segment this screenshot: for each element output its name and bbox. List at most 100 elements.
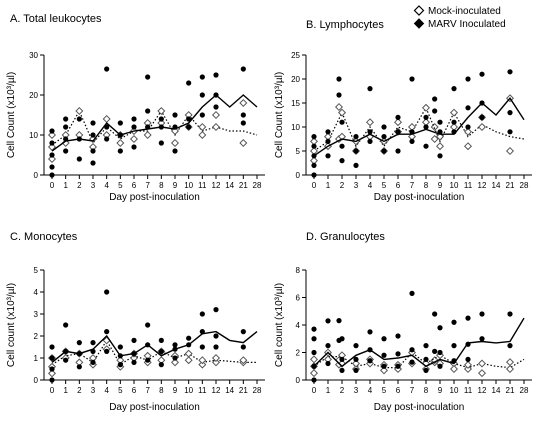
point-mock: [47, 130, 57, 140]
point-marv: [49, 172, 55, 178]
point-marv: [131, 359, 137, 365]
point-mock: [239, 356, 248, 365]
point-marv: [49, 344, 55, 350]
point-marv: [465, 76, 471, 82]
panel-title: C. Monocytes: [10, 231, 78, 243]
point-marv: [90, 132, 96, 138]
point-marv: [199, 112, 205, 118]
x-tick-label: 7: [145, 181, 150, 190]
point-marv: [311, 349, 317, 356]
point-marv: [49, 366, 55, 372]
point-marv: [172, 112, 178, 118]
point-marv: [409, 347, 415, 353]
point-marv: [240, 329, 246, 335]
point-marv: [213, 333, 219, 339]
point-mock: [351, 359, 361, 368]
point-mock: [211, 110, 221, 120]
point-marv: [199, 74, 205, 80]
x-tick-label: 0: [312, 181, 317, 190]
x-tick-label: 2: [340, 386, 345, 395]
point-marv: [353, 134, 359, 140]
x-tick-label: 8: [424, 386, 429, 395]
y-tick-label: 4: [34, 288, 39, 297]
point-marv: [213, 307, 219, 313]
point-marv: [423, 356, 429, 362]
point-marv: [63, 348, 69, 354]
x-tick-label: 4: [104, 386, 109, 395]
point-marv: [199, 344, 205, 350]
point-marv: [325, 138, 331, 144]
point-marv: [395, 129, 401, 135]
point-mock: [463, 142, 473, 151]
point-mock: [47, 154, 57, 164]
point-marv: [172, 346, 178, 352]
x-tick-label: 3: [91, 181, 96, 190]
point-mock: [463, 364, 473, 374]
point-mock: [505, 146, 515, 156]
point-marv: [63, 357, 69, 363]
point-mock: [170, 358, 180, 367]
point-marv: [507, 129, 513, 135]
point-marv: [213, 344, 219, 350]
point-marv: [353, 367, 359, 373]
point-mock: [239, 98, 248, 108]
mean-line-marv: [51, 330, 258, 363]
point-marv: [186, 124, 192, 130]
point-marv: [213, 104, 219, 110]
x-tick-label: 3: [354, 181, 359, 190]
y-tick-label: 15: [291, 99, 300, 108]
point-marv: [479, 100, 485, 106]
point-mock: [435, 132, 445, 141]
point-marv: [104, 66, 110, 72]
y-tick-label: 20: [291, 75, 300, 84]
point-mock: [116, 138, 125, 148]
y-tick-label: 5: [34, 266, 39, 275]
point-mock: [102, 114, 111, 124]
legend-label-mock: Mock-inoculated: [428, 6, 501, 17]
x-tick-label: 28: [520, 181, 529, 190]
point-marv: [437, 349, 443, 356]
point-marv: [117, 148, 123, 154]
point-mock: [211, 353, 221, 363]
point-mock: [184, 356, 193, 365]
point-marv: [437, 153, 443, 159]
x-tick-label: 8: [424, 181, 429, 190]
point-mock: [198, 356, 207, 365]
point-marv: [63, 148, 69, 154]
point-marv: [367, 329, 373, 335]
y-tick-label: 6: [296, 294, 301, 303]
y-tick-label: 0: [34, 376, 39, 385]
point-marv: [240, 112, 246, 118]
point-marv: [465, 341, 471, 347]
mean-line-mock: [313, 106, 525, 152]
point-marv: [104, 348, 110, 354]
point-mock: [75, 106, 84, 116]
point-marv: [49, 128, 55, 134]
point-marv: [199, 329, 205, 335]
x-tick-label: 2: [77, 386, 82, 395]
point-marv: [213, 72, 219, 78]
point-marv: [395, 114, 401, 120]
x-tick-label: 2: [340, 181, 345, 190]
point-marv: [186, 80, 192, 86]
y-tick-label: 10: [29, 131, 38, 140]
point-marv: [76, 136, 82, 142]
x-tick-label: 14: [492, 386, 501, 395]
point-marv: [158, 124, 164, 130]
point-marv: [409, 129, 415, 135]
point-marv: [339, 143, 345, 149]
y-tick-label: 3: [34, 310, 39, 319]
y-tick-label: 4: [296, 321, 301, 330]
point-marv: [49, 164, 55, 170]
point-mock: [430, 122, 439, 132]
point-marv: [479, 71, 485, 77]
point-marv: [240, 120, 246, 126]
x-tick-label: 5: [118, 181, 123, 190]
point-marv: [240, 344, 246, 350]
point-marv: [76, 156, 82, 162]
x-tick-label: 12: [478, 181, 487, 190]
point-marv: [172, 355, 178, 361]
point-mock: [47, 369, 57, 378]
